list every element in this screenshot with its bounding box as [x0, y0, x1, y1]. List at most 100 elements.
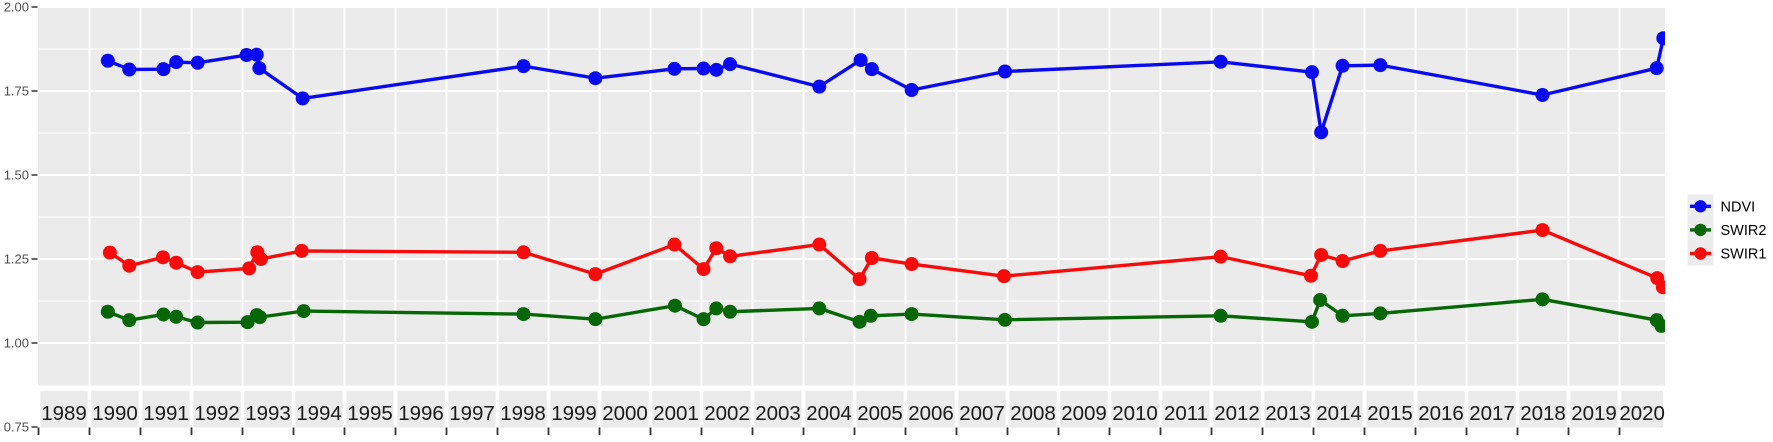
- swir1-line: [108, 228, 1665, 289]
- swir2-point: [709, 301, 724, 316]
- ndvi-point: [252, 61, 267, 76]
- ndvi-point: [997, 64, 1012, 79]
- swir2-point: [100, 304, 115, 319]
- swir1-point: [667, 237, 682, 252]
- x-axis-tick-label: 2009: [1061, 402, 1107, 425]
- x-label-box: [1060, 390, 1108, 428]
- x-axis-tick-label: 2000: [602, 402, 648, 425]
- ndvi-point: [667, 61, 682, 76]
- swir2-point: [1213, 308, 1228, 323]
- swir2-line: [106, 297, 1664, 328]
- ndvi-point: [1373, 58, 1388, 73]
- x-label-box: [1213, 390, 1261, 428]
- swir2-point: [812, 301, 827, 316]
- swir1-point: [1655, 280, 1665, 295]
- x-axis-tick-label: 2004: [806, 402, 852, 425]
- x-label-box: [397, 390, 445, 428]
- x-axis-tick-label: 2003: [755, 402, 801, 425]
- x-axis-tick-label: 2019: [1571, 402, 1617, 425]
- swir2-point: [1535, 292, 1550, 307]
- legend-item-label: SWIR1: [1721, 247, 1767, 263]
- x-label-box: [601, 390, 649, 428]
- ndvi-point: [249, 47, 264, 62]
- swir1-point: [253, 252, 268, 266]
- swir2-point: [1313, 292, 1328, 307]
- swir2-point: [588, 312, 603, 327]
- x-label-box: [754, 390, 802, 428]
- x-axis-tick-label: 2005: [857, 402, 903, 425]
- swir1-point: [1535, 223, 1550, 238]
- x-axis-tick-label: 2011: [1164, 402, 1208, 425]
- swir1-point: [1213, 249, 1228, 264]
- ndvi-point: [295, 91, 310, 106]
- ndvi-point: [588, 71, 603, 86]
- swir2-point: [667, 298, 682, 313]
- swir1-point: [190, 265, 205, 280]
- x-label-box: [142, 390, 190, 428]
- x-axis-tick-label: 2006: [908, 402, 954, 425]
- x-axis-tick-label: 2015: [1367, 402, 1413, 425]
- ndvi-point: [1314, 125, 1329, 140]
- plot-panel: [38, 8, 1665, 428]
- x-axis-tick-label: 2018: [1520, 402, 1566, 425]
- y-axis-tick-label: 2.00: [4, 0, 29, 15]
- x-axis-tick-label: 2013: [1265, 402, 1311, 425]
- x-label-box: [346, 390, 394, 428]
- ndvi-point: [1535, 88, 1550, 103]
- ndvi-point: [709, 62, 724, 77]
- x-label-box: [856, 390, 904, 428]
- axes: 0.75 1.00 1.25 1.50 1.75 2.00: [4, 0, 1621, 435]
- y-axis-tick-label: 1.50: [4, 168, 29, 183]
- ndvi-point: [122, 62, 137, 77]
- swir1-point: [1335, 254, 1350, 269]
- legend-key-point: [1694, 247, 1707, 260]
- ndvi-point: [812, 79, 827, 94]
- ndvi-point: [853, 53, 868, 68]
- swir1-point: [1314, 247, 1329, 262]
- x-label-box: [907, 390, 955, 428]
- swir1-point: [723, 249, 738, 264]
- legend-key-point: [1694, 200, 1707, 213]
- gridlines: [38, 8, 1665, 428]
- ndvi-point: [516, 59, 531, 74]
- swir1-point: [122, 258, 137, 273]
- ndvi-point: [1335, 58, 1350, 73]
- legend-item-label: SWIR2: [1721, 223, 1767, 239]
- ndvi-point: [1656, 31, 1665, 46]
- x-axis-tick-label: 1996: [398, 402, 444, 425]
- x-axis-tick-label: 2014: [1316, 402, 1362, 425]
- swir1-point: [1303, 268, 1318, 283]
- x-axis-tick-label: 2001: [653, 402, 699, 425]
- swir1-point: [102, 245, 117, 260]
- ndvi-point: [1649, 61, 1664, 76]
- swir2-point: [516, 307, 531, 322]
- swir2-point: [904, 307, 919, 322]
- data-series: [100, 31, 1665, 333]
- swir2-point: [863, 308, 878, 323]
- x-label-box: [1417, 390, 1465, 428]
- swir1-point: [852, 272, 867, 287]
- x-label-box: [805, 390, 853, 428]
- x-axis-tick-label: 1989: [41, 402, 87, 425]
- x-axis-tick-label: 2010: [1112, 402, 1158, 425]
- x-label-box: [1621, 390, 1663, 428]
- x-label-box: [244, 390, 292, 428]
- swir1-point: [904, 257, 919, 272]
- swir2-point: [852, 314, 867, 329]
- x-axis-tick-label: 1998: [500, 402, 546, 425]
- x-axis-tick-label: 2002: [704, 402, 750, 425]
- x-axis-tick-label: 2016: [1418, 402, 1464, 425]
- x-label-box: [1009, 390, 1057, 428]
- swir2-point: [1373, 306, 1388, 321]
- x-axis-tick-label: 1999: [551, 402, 597, 425]
- x-label-box: [1366, 390, 1414, 428]
- swir2-point: [252, 310, 267, 325]
- swir1-point: [696, 262, 711, 277]
- swir2-point: [1304, 314, 1319, 329]
- y-axis-tick-label: 1.00: [4, 336, 29, 351]
- ndvi-point: [190, 55, 205, 70]
- swir2-point: [1335, 308, 1350, 323]
- ndvi-line: [106, 36, 1665, 135]
- swir1-point: [294, 243, 309, 258]
